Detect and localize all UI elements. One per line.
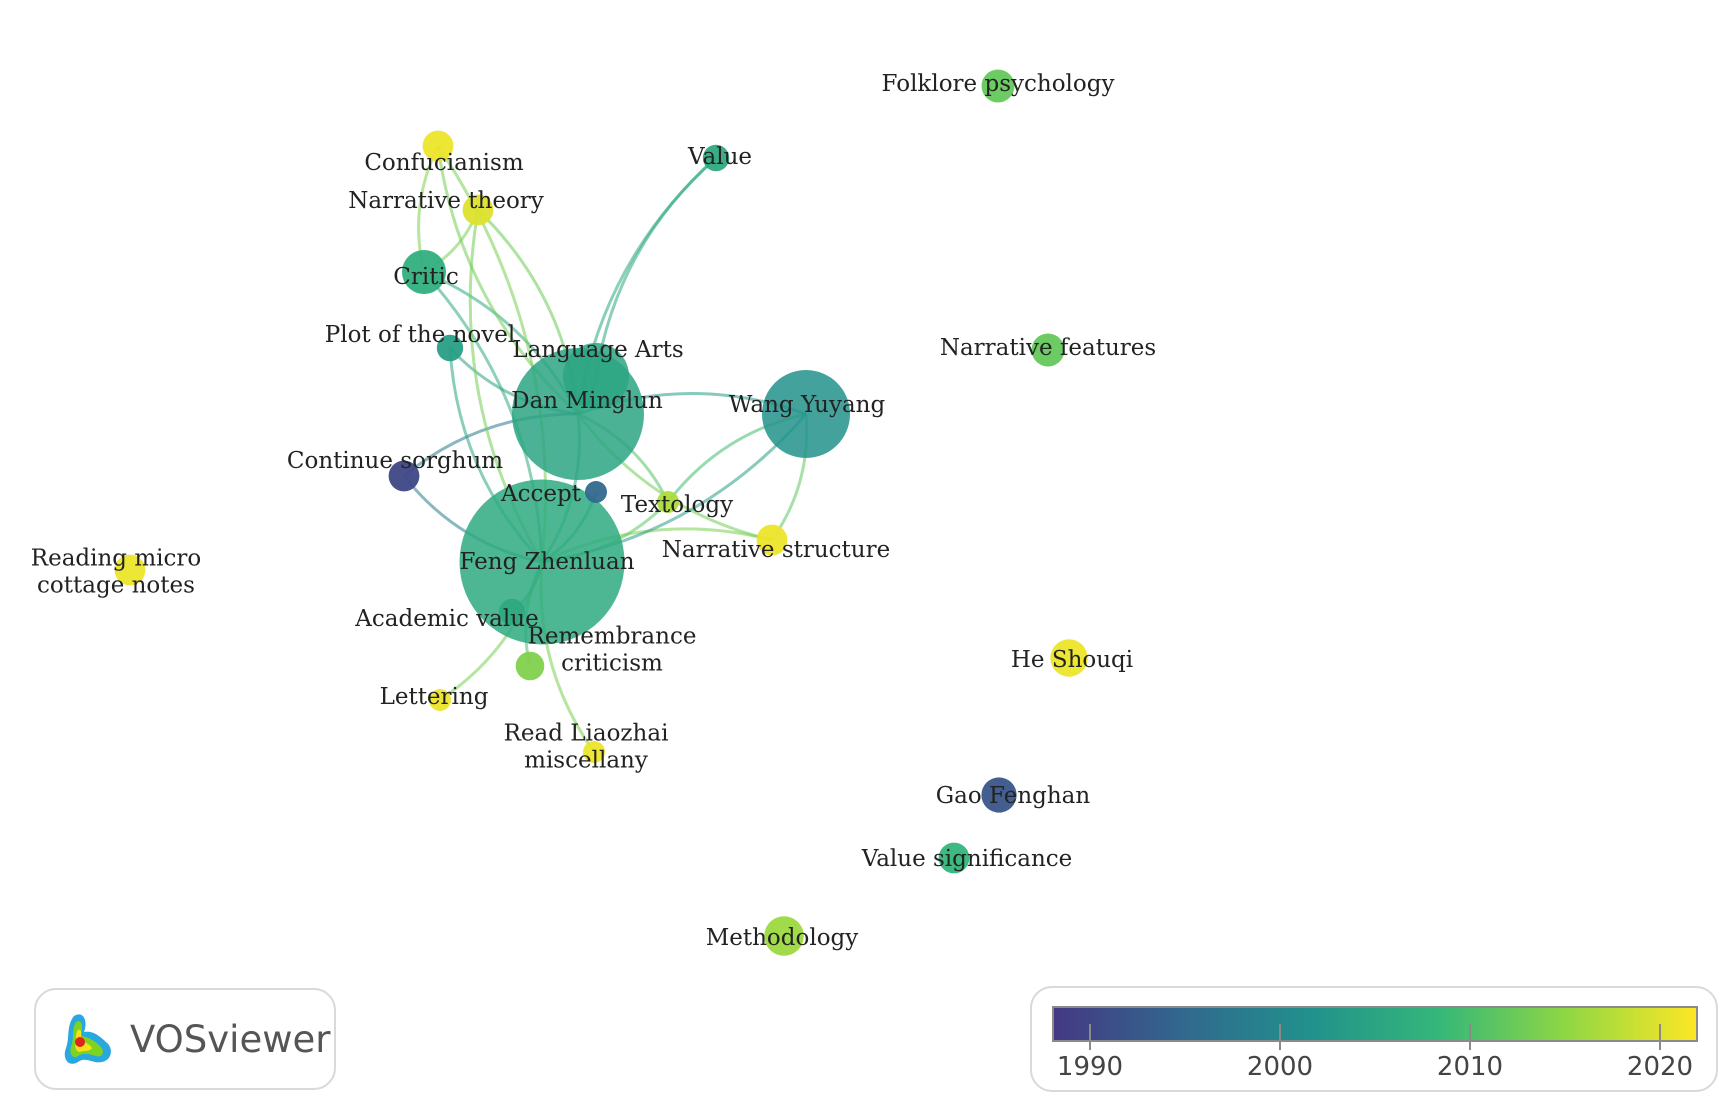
legend-tick-mark (1469, 1024, 1471, 1050)
label-line-confucianism: Confucianism (364, 150, 524, 176)
label-line-critic: Critic (393, 264, 458, 290)
label-plot-of-the-novel[interactable]: Plot of the novel (325, 322, 516, 348)
label-line-narrative-theory: Narrative theory (348, 188, 544, 214)
label-lettering[interactable]: Lettering (380, 684, 489, 710)
label-line-reading-micro-cottage-notes: cottage notes (37, 573, 195, 599)
year-legend: 1990 2000 2010 2020 (1030, 986, 1718, 1092)
node-remembrance-criticism[interactable] (515, 651, 545, 681)
legend-tick-mark (1659, 1024, 1661, 1050)
label-remembrance-criticism[interactable]: Remembrance criticism (528, 624, 697, 677)
label-language-arts[interactable]: Language Arts (512, 337, 683, 363)
legend-tick-label: 2020 (1626, 1052, 1694, 1082)
vosviewer-logo: VOSviewer (34, 988, 336, 1090)
label-line-methodology: Methodology (706, 925, 859, 951)
label-line-gao-fenghan: Gao Fenghan (936, 783, 1091, 809)
label-line-feng-zhenluan: Feng Zhenluan (459, 549, 634, 575)
label-line-he-shouqi: He Shouqi (1011, 647, 1133, 673)
node-continue-sorghum[interactable] (388, 460, 420, 492)
node-textology[interactable] (657, 491, 679, 513)
node-accept[interactable] (585, 481, 607, 503)
node-read-liaozhai-miscellany[interactable] (583, 741, 605, 763)
label-line-dan-minglun: Dan Minglun (511, 388, 663, 414)
label-line-narrative-features: Narrative features (940, 335, 1156, 361)
label-accept[interactable]: Accept (500, 481, 582, 507)
label-line-value: Value (687, 144, 752, 170)
label-continue-sorghum[interactable]: Continue sorghum (287, 448, 503, 474)
label-line-value-significance: Value significance (861, 846, 1073, 872)
label-line-accept: Accept (500, 481, 582, 507)
label-wang-yuyang[interactable]: Wang Yuyang (729, 392, 886, 418)
label-line-continue-sorghum: Continue sorghum (287, 448, 503, 474)
label-academic-value[interactable]: Academic value (354, 606, 538, 632)
label-line-plot-of-the-novel: Plot of the novel (325, 322, 516, 348)
label-line-narrative-structure: Narrative structure (662, 537, 890, 563)
node-language-arts[interactable] (563, 343, 629, 409)
label-line-reading-micro-cottage-notes: Reading micro (31, 546, 201, 572)
node-narrative-structure[interactable] (756, 524, 788, 556)
node-academic-value[interactable] (498, 598, 526, 626)
node-folklore-psychology[interactable] (981, 69, 1015, 103)
label-line-lettering: Lettering (380, 684, 489, 710)
label-value[interactable]: Value (687, 144, 752, 170)
node-feng-zhenluan[interactable] (459, 479, 625, 645)
label-he-shouqi[interactable]: He Shouqi (1011, 647, 1133, 673)
link-language-arts-value (594, 156, 717, 377)
vosviewer-logo-text: VOSviewer (130, 1017, 331, 1061)
label-critic[interactable]: Critic (393, 264, 458, 290)
label-narrative-structure[interactable]: Narrative structure (662, 537, 890, 563)
node-value-significance[interactable] (938, 842, 970, 874)
node-gao-fenghan[interactable] (981, 777, 1017, 813)
legend-tick-label: 2000 (1246, 1052, 1314, 1082)
legend-tick-mark (1089, 1024, 1091, 1050)
legend-tick-label: 2010 (1436, 1052, 1504, 1082)
node-he-shouqi[interactable] (1050, 639, 1088, 677)
nodes-layer (114, 69, 1088, 956)
label-textology[interactable]: Textology (621, 492, 733, 518)
legend-tick-label: 1990 (1056, 1052, 1124, 1082)
label-dan-minglun[interactable]: Dan Minglun (511, 388, 663, 414)
label-gao-fenghan[interactable]: Gao Fenghan (936, 783, 1091, 809)
label-line-academic-value: Academic value (354, 606, 538, 632)
label-line-remembrance-criticism: criticism (561, 651, 663, 677)
label-line-folklore-psychology: Folklore psychology (882, 71, 1115, 97)
label-line-wang-yuyang: Wang Yuyang (729, 392, 886, 418)
year-colorbar (1052, 1006, 1698, 1042)
legend-tick-mark (1279, 1024, 1281, 1050)
label-methodology[interactable]: Methodology (706, 925, 859, 951)
label-confucianism[interactable]: Confucianism (364, 150, 524, 176)
node-critic[interactable] (402, 250, 446, 294)
label-read-liaozhai-miscellany[interactable]: Read Liaozhai miscellany (504, 721, 669, 774)
label-line-language-arts: Language Arts (512, 337, 683, 363)
node-lettering[interactable] (429, 689, 451, 711)
node-narrative-theory[interactable] (462, 194, 494, 226)
node-methodology[interactable] (764, 916, 804, 956)
label-narrative-theory[interactable]: Narrative theory (348, 188, 544, 214)
label-folklore-psychology[interactable]: Folklore psychology (882, 71, 1115, 97)
node-narrative-features[interactable] (1031, 333, 1065, 367)
label-reading-micro-cottage-notes[interactable]: Reading micro cottage notes (31, 546, 201, 599)
labels-layer: Confucianism Narrative theory Critic Plot o… (31, 71, 1156, 951)
label-line-textology: Textology (621, 492, 733, 518)
node-confucianism[interactable] (422, 130, 454, 162)
node-reading-micro-cottage-notes[interactable] (114, 554, 146, 586)
node-value[interactable] (702, 144, 730, 172)
label-line-read-liaozhai-miscellany: Read Liaozhai (504, 721, 669, 747)
label-line-read-liaozhai-miscellany: miscellany (524, 748, 648, 774)
vosviewer-logo-icon (64, 1014, 111, 1064)
node-plot-of-the-novel[interactable] (436, 334, 464, 362)
label-feng-zhenluan[interactable]: Feng Zhenluan (459, 549, 634, 575)
label-narrative-features[interactable]: Narrative features (940, 335, 1156, 361)
label-value-significance[interactable]: Value significance (861, 846, 1073, 872)
node-wang-yuyang[interactable] (762, 370, 850, 458)
label-line-remembrance-criticism: Remembrance (528, 624, 697, 650)
